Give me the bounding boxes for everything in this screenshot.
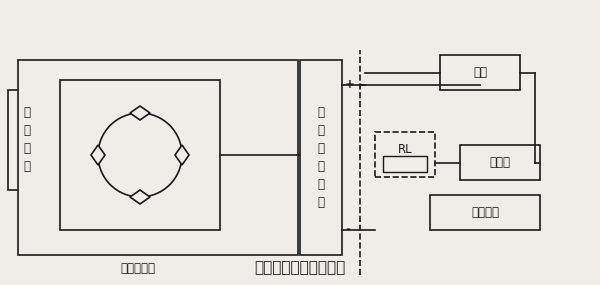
Polygon shape xyxy=(130,190,150,204)
Bar xyxy=(8,90,46,190)
Text: 二次表: 二次表 xyxy=(490,156,511,169)
Text: -: - xyxy=(345,223,350,237)
Bar xyxy=(440,55,520,90)
Text: 用户系统: 用户系统 xyxy=(471,206,499,219)
Polygon shape xyxy=(175,145,189,165)
Polygon shape xyxy=(91,145,105,165)
Bar xyxy=(60,80,220,230)
Text: 压
力
信
号: 压 力 信 号 xyxy=(23,107,31,174)
Text: +: + xyxy=(345,78,355,91)
Bar xyxy=(460,145,540,180)
Bar xyxy=(300,60,342,255)
Bar xyxy=(18,60,298,255)
Text: 信
号
处
理
电
路: 信 号 处 理 电 路 xyxy=(317,106,325,209)
Text: 变送器部分: 变送器部分 xyxy=(121,262,155,276)
Text: RL: RL xyxy=(398,143,412,156)
Bar xyxy=(430,195,540,230)
Bar xyxy=(383,156,427,172)
Text: 压力变送器工作原理图: 压力变送器工作原理图 xyxy=(254,260,346,275)
Polygon shape xyxy=(130,106,150,120)
Text: 电源: 电源 xyxy=(473,66,487,79)
Bar xyxy=(375,132,435,177)
